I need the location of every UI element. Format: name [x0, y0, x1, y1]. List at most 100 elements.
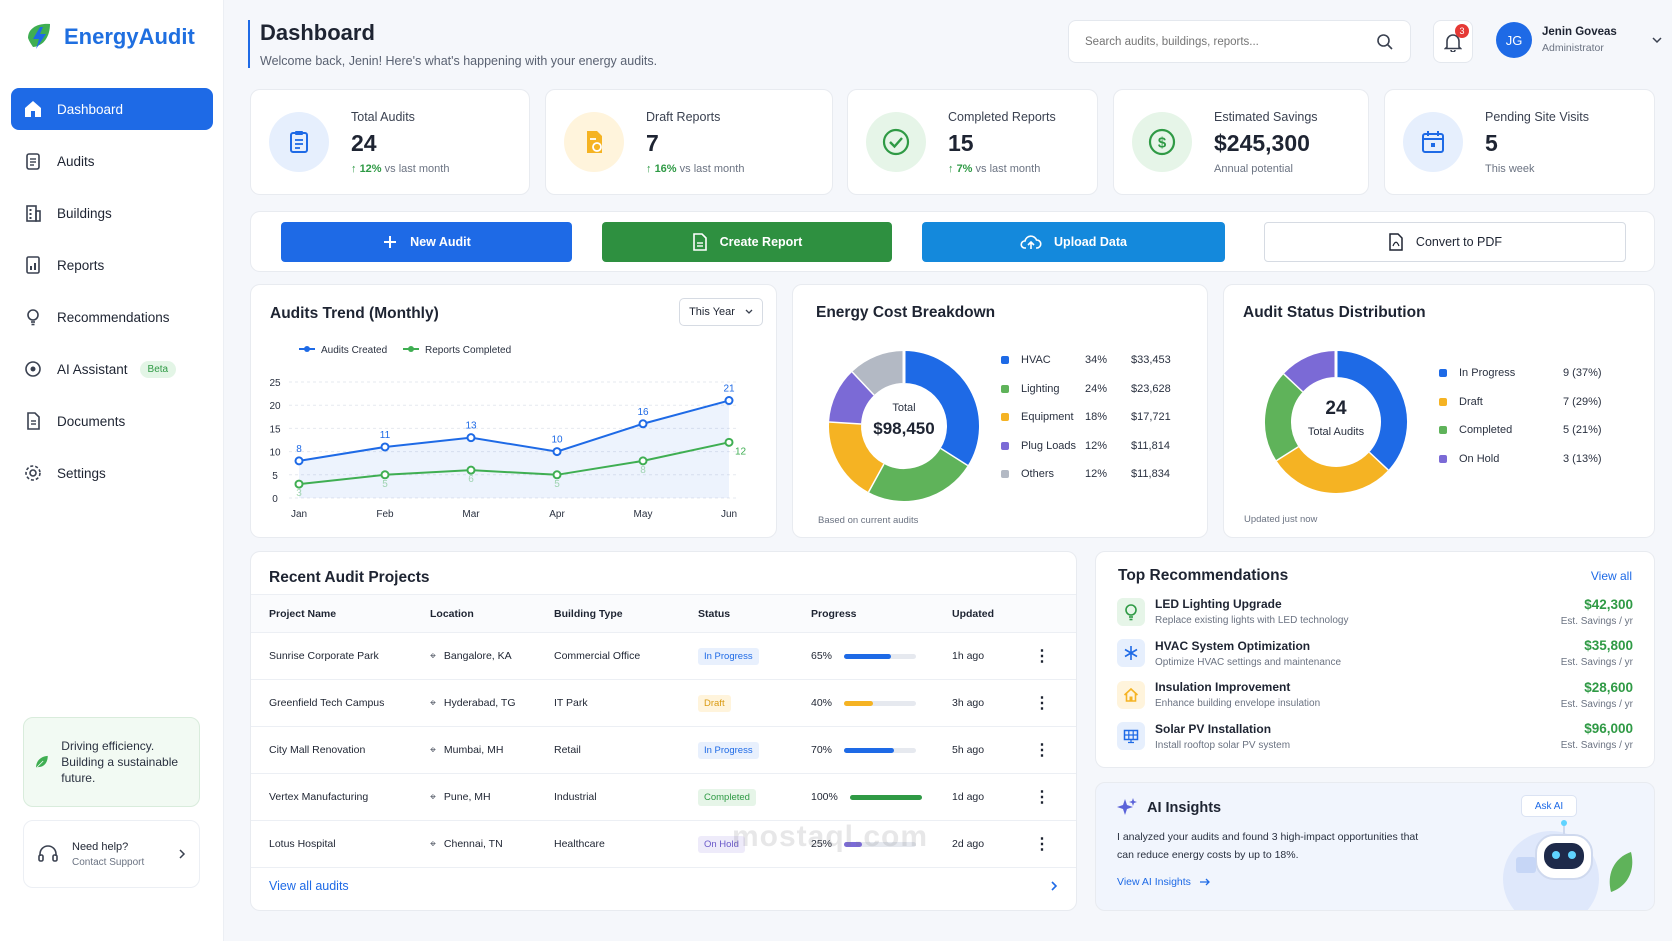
view-all-recommendations-link[interactable]: View all	[1590, 569, 1632, 583]
legend-label: Draft	[1459, 395, 1483, 408]
chevron-down-icon[interactable]	[1651, 35, 1663, 45]
location-pin-icon: ⌖	[430, 696, 436, 709]
app-logo[interactable]: EnergyAudit	[22, 20, 195, 54]
stat-card-completed-reports[interactable]: Completed Reports 15 ↑ 7% vs last month	[847, 89, 1098, 195]
help-card[interactable]: Need help? Contact Support	[23, 820, 200, 888]
column-header[interactable]: Project Name	[251, 594, 430, 633]
row-menu-icon[interactable]: ⋮	[1034, 679, 1076, 727]
project-name[interactable]: Greenfield Tech Campus	[251, 679, 430, 727]
table-row[interactable]: Sunrise Corporate Park ⌖ Bangalore, KA Co…	[251, 632, 1076, 680]
row-menu-icon[interactable]: ⋮	[1034, 820, 1076, 868]
sidebar-item-dashboard[interactable]: Dashboard	[11, 88, 213, 130]
report-icon	[692, 233, 707, 251]
sidebar-item-reports[interactable]: Reports	[11, 244, 213, 286]
progress-fill	[844, 700, 873, 706]
table-row[interactable]: Lotus Hospital ⌖ Chennai, TN Healthcare O…	[251, 820, 1076, 868]
row-menu-icon[interactable]: ⋮	[1034, 726, 1076, 774]
house-icon	[1117, 680, 1145, 709]
sidebar-item-documents[interactable]: Documents	[11, 400, 213, 442]
robot-illustration-icon	[1503, 820, 1633, 910]
donut-slice	[1276, 445, 1388, 493]
data-label: 5	[382, 479, 388, 490]
chevron-right-icon	[1051, 881, 1058, 891]
chart-note: Updated just now	[1244, 514, 1318, 525]
create-report-button[interactable]: Create Report	[602, 222, 892, 262]
recommendation-item[interactable]: HVAC System Optimization Optimize HVAC se…	[1117, 633, 1633, 675]
table-row[interactable]: Vertex Manufacturing ⌖ Pune, MH Industria…	[251, 773, 1076, 821]
project-name[interactable]: City Mall Renovation	[251, 726, 430, 774]
building-type: IT Park	[554, 679, 698, 727]
table-row[interactable]: City Mall Renovation ⌖ Mumbai, MH Retail …	[251, 726, 1076, 774]
progress-text: 25%	[811, 838, 833, 850]
sidebar-item-ai-assistant[interactable]: AI Assistant Beta	[11, 348, 213, 390]
area-fill	[299, 400, 729, 498]
sidebar-item-audits[interactable]: Audits	[11, 140, 213, 182]
stat-suffix: vs last month	[975, 162, 1041, 175]
column-header[interactable]: Progress	[811, 594, 952, 633]
search-icon[interactable]	[1376, 33, 1394, 51]
contact-support-link[interactable]: Contact Support	[72, 856, 145, 868]
user-menu[interactable]: JG Jenin Goveas Administrator	[1496, 22, 1663, 58]
stat-card-pending-site-visits[interactable]: Pending Site Visits 5 This week	[1384, 89, 1655, 195]
progress-fill	[844, 747, 895, 753]
time-filter-dropdown[interactable]: This Year	[679, 298, 763, 326]
legend-label: Lighting	[1021, 382, 1060, 395]
legend-pct: 12%	[1085, 439, 1108, 452]
status-badge: On Hold	[698, 836, 745, 853]
sidebar-item-buildings[interactable]: Buildings	[11, 192, 213, 234]
cost-legend: HVAC 34% $33,453 Lighting 24% $23,628 Equipm…	[1001, 346, 1191, 489]
building-type: Industrial	[554, 773, 698, 821]
notifications-button[interactable]: 3	[1433, 20, 1473, 63]
headset-icon	[38, 845, 58, 862]
view-ai-insights-label: View AI Insights	[1117, 876, 1191, 888]
recommendation-item[interactable]: Insulation Improvement Enhance building e…	[1117, 674, 1633, 716]
sparkle-icon	[1117, 798, 1137, 815]
stat-card-estimated-savings[interactable]: $ Estimated Savings $245,300 Annual pote…	[1113, 89, 1369, 195]
gear-icon	[25, 465, 41, 481]
row-menu-icon[interactable]: ⋮	[1034, 632, 1076, 680]
column-header[interactable]: Updated	[952, 594, 1034, 633]
recommendation-item[interactable]: LED Lighting Upgrade Replace existing lig…	[1117, 591, 1633, 633]
legend-amount: $23,628	[1131, 382, 1171, 395]
search-input[interactable]	[1085, 35, 1355, 48]
view-ai-insights-link[interactable]: View AI Insights	[1117, 876, 1211, 888]
ask-ai-button[interactable]: Ask AI	[1521, 795, 1577, 817]
project-name[interactable]: Vertex Manufacturing	[251, 773, 430, 821]
column-header[interactable]: Status	[698, 594, 811, 633]
column-header[interactable]: Building Type	[554, 594, 698, 633]
savings-value: $28,600	[1584, 679, 1633, 695]
donut-center-value: 24	[1325, 398, 1347, 419]
legend-pct: 24%	[1085, 382, 1108, 395]
leaf-bolt-logo-icon	[28, 23, 50, 49]
sidebar-item-settings[interactable]: Settings	[11, 452, 213, 494]
project-name[interactable]: Lotus Hospital	[251, 820, 430, 868]
y-tick-label: 25	[269, 378, 281, 389]
column-header[interactable]: Location	[430, 594, 554, 633]
upload-data-label: Upload Data	[1054, 235, 1127, 249]
row-menu-icon[interactable]: ⋮	[1034, 773, 1076, 821]
sidebar-item-recommendations[interactable]: Recommendations	[11, 296, 213, 338]
convert-to-pdf-button[interactable]: Convert to PDF	[1264, 222, 1626, 262]
stat-card-total-audits[interactable]: Total Audits 24 ↑ 12% vs last month	[250, 89, 530, 195]
legend-row-plug-loads: Plug Loads 12% $11,814	[1001, 432, 1191, 461]
upload-data-button[interactable]: Upload Data	[922, 222, 1225, 262]
new-audit-button[interactable]: New Audit	[281, 222, 572, 262]
project-name[interactable]: Sunrise Corporate Park	[251, 632, 430, 680]
chart-note: Based on current audits	[818, 515, 919, 526]
sustainability-promo: Driving efficiency. Building a sustainab…	[23, 717, 200, 807]
legend-pct: 34%	[1085, 354, 1108, 367]
recommendation-desc: Install rooftop solar PV system	[1155, 739, 1291, 751]
data-label: 16	[637, 407, 649, 418]
project-location: Hyderabad, TG	[443, 696, 516, 709]
recommendation-item[interactable]: Solar PV Installation Install rooftop sol…	[1117, 716, 1633, 758]
chart-legend: Audits Created Reports Completed	[299, 345, 511, 356]
status-badge: In Progress	[698, 742, 759, 759]
table-row[interactable]: Greenfield Tech Campus ⌖ Hyderabad, TG IT…	[251, 679, 1076, 727]
legend-pct: 18%	[1085, 411, 1108, 424]
data-label: 21	[723, 384, 735, 395]
search-bar[interactable]	[1068, 20, 1411, 63]
view-all-audits-link[interactable]: View all audits	[269, 879, 1059, 893]
arrow-up-icon: ↑	[351, 162, 357, 175]
lightbulb-icon	[1117, 597, 1145, 626]
stat-card-draft-reports[interactable]: Draft Reports 7 ↑ 16% vs last month	[545, 89, 833, 195]
